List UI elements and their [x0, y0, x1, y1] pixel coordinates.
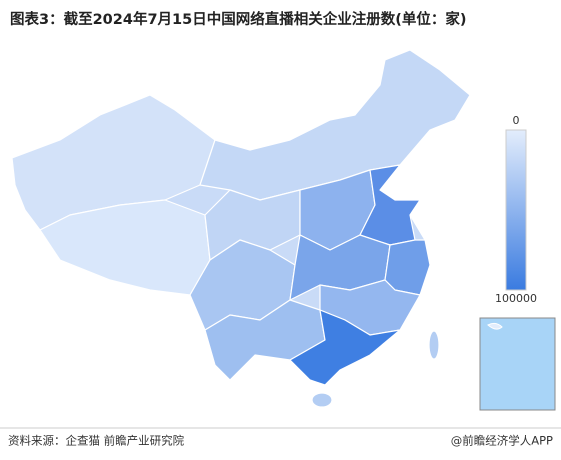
legend-min: 0 — [513, 114, 520, 127]
legend-max: 100000 — [495, 292, 537, 305]
inset-land — [487, 322, 503, 330]
source: 资料来源：企查猫 前瞻产业研究院 — [8, 434, 185, 448]
color-scale — [505, 129, 527, 291]
map — [11, 49, 471, 408]
title: 图表3：截至2024年7月15日中国网络直播相关企业注册数(单位：家) — [10, 10, 466, 28]
inset — [479, 317, 556, 411]
legend: 0 100000 — [495, 114, 537, 305]
brand: @前瞻经济学人APP — [451, 434, 553, 448]
inset-box — [479, 317, 556, 411]
